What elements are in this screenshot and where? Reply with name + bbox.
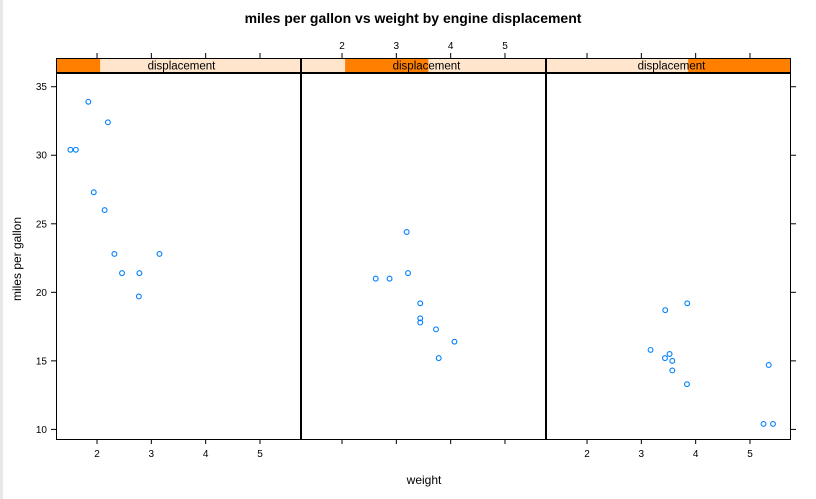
data-point (760, 420, 767, 427)
data-point (119, 270, 125, 277)
strip-range-indicator (345, 58, 429, 73)
x-tick-label: 4 (448, 41, 454, 52)
x-tick-label: 2 (584, 449, 590, 460)
strip-range-indicator (56, 58, 101, 73)
data-point (684, 300, 691, 307)
x-tick-label: 2 (94, 449, 100, 460)
panel-frame (546, 73, 791, 440)
data-point (770, 420, 776, 427)
strip-border (56, 58, 301, 73)
data-point (403, 229, 410, 235)
strip-border (301, 58, 546, 73)
x-tick-label: 4 (693, 449, 699, 460)
chart-title: miles per gallon vs weight by engine dis… (245, 10, 582, 26)
data-point (765, 362, 772, 368)
data-point (451, 338, 458, 345)
x-tick-label: 5 (747, 449, 753, 460)
x-tick-label: 4 (203, 449, 209, 460)
x-tick-label: 2 (339, 41, 345, 52)
y-tick-label: 10 (36, 425, 48, 436)
data-point (90, 189, 97, 196)
y-tick-label: 30 (36, 151, 48, 162)
data-point (669, 367, 676, 374)
data-point (405, 270, 411, 277)
strip-range-indicator (688, 58, 791, 73)
data-point (386, 275, 393, 282)
data-point (156, 250, 163, 257)
data-point (435, 355, 442, 362)
x-axis-label: weight (406, 473, 442, 487)
y-tick-label: 15 (36, 356, 48, 367)
y-tick-label: 25 (36, 219, 48, 230)
strip-label: displacement (148, 61, 217, 73)
x-tick-label: 3 (149, 449, 155, 460)
data-point (372, 275, 379, 282)
data-point (662, 355, 668, 362)
data-point (67, 146, 74, 153)
data-point (669, 357, 676, 364)
data-point (417, 300, 424, 307)
x-tick-label: 5 (257, 449, 263, 460)
strip-background (56, 58, 301, 73)
window-edge (0, 0, 3, 499)
data-point (135, 293, 142, 300)
data-point (684, 381, 690, 388)
y-tick-label: 20 (36, 288, 48, 299)
strip-border (546, 58, 791, 73)
panel-frame (56, 73, 301, 440)
x-tick-label: 5 (502, 41, 508, 52)
data-point (417, 315, 424, 322)
y-tick-label: 35 (36, 82, 48, 93)
data-point (647, 346, 654, 353)
x-tick-label: 3 (639, 449, 645, 460)
data-point (85, 98, 92, 105)
y-axis-label: miles per gallon (10, 217, 24, 301)
data-point (666, 351, 673, 357)
x-tick-label: 3 (394, 41, 400, 52)
strip-label: displacement (393, 61, 462, 73)
panel-2: displacement 2 3 4 5 (301, 41, 546, 444)
panel-1: displacement 2 3 4 5 (56, 53, 301, 460)
strip-label: displacement (638, 61, 707, 73)
data-point (433, 326, 439, 333)
data-point (101, 207, 108, 214)
data-point (72, 146, 79, 153)
panel-frame (301, 73, 546, 440)
panel-3: displacement 2 3 4 5 (546, 53, 791, 460)
data-point (104, 119, 111, 126)
data-point (111, 250, 118, 257)
data-point (417, 319, 424, 326)
data-point (662, 307, 669, 314)
data-point (136, 270, 143, 277)
